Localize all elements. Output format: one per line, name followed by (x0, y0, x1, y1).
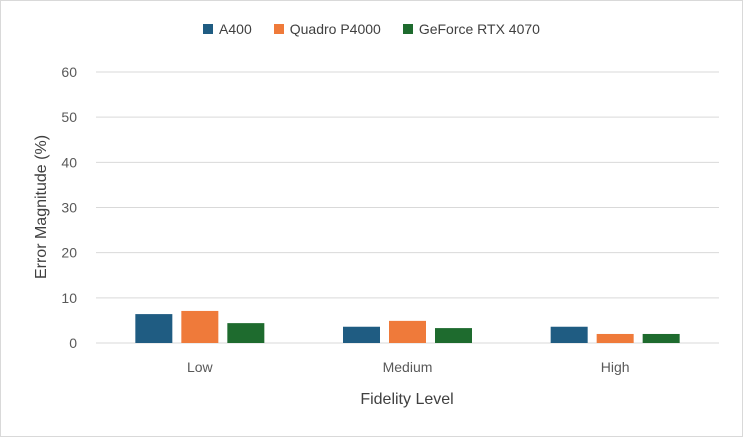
y-tick-label: 10 (61, 290, 77, 306)
legend-swatch-a400 (203, 24, 214, 34)
x-tick-labels: Low Medium High (187, 359, 630, 375)
legend-label-quadro-p4000: Quadro P4000 (289, 21, 381, 37)
y-tick-label: 60 (61, 64, 77, 80)
legend-label-geforce-rtx-4070: GeForce RTX 4070 (418, 21, 540, 37)
y-tick-label: 0 (69, 335, 77, 351)
y-tick-label: 30 (61, 200, 77, 216)
bar (343, 326, 380, 343)
x-tick-label: Low (187, 359, 214, 375)
x-tick-label: High (601, 359, 630, 375)
bar (435, 328, 472, 343)
bar (227, 323, 265, 343)
y-tick-label: 40 (61, 154, 77, 170)
bar (596, 333, 634, 343)
y-tick-labels: 0 10 20 30 40 50 60 (61, 64, 77, 351)
y-axis-title: Error Magnitude (%) (33, 135, 50, 279)
y-tick-label: 20 (61, 245, 77, 261)
bar (389, 320, 426, 343)
bar (181, 310, 219, 343)
legend-item-a400: A400 (203, 21, 252, 37)
x-tick-label: Medium (383, 359, 433, 375)
gridlines (96, 71, 719, 344)
bar (135, 314, 173, 343)
legend-swatch-quadro-p4000 (273, 24, 284, 34)
legend-swatch-geforce-rtx-4070 (402, 24, 413, 34)
legend: A400 Quadro P4000 GeForce RTX 4070 (0, 21, 743, 37)
bars (135, 310, 680, 343)
y-tick-label: 50 (61, 109, 77, 125)
legend-label-a400: A400 (219, 21, 252, 37)
legend-item-quadro-p4000: Quadro P4000 (273, 21, 381, 37)
legend-item-geforce-rtx-4070: GeForce RTX 4070 (402, 21, 540, 37)
bar (642, 333, 680, 343)
bar (550, 326, 588, 343)
x-axis-title: Fidelity Level (360, 391, 453, 408)
